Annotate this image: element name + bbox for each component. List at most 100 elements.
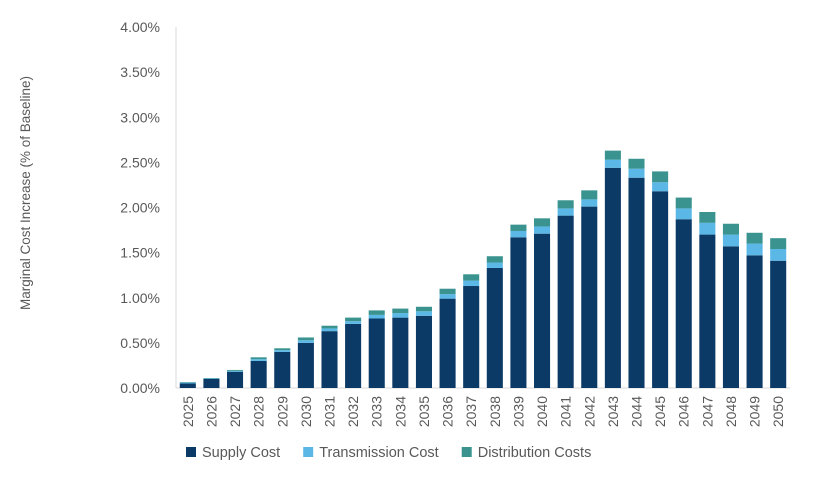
x-tick-label: 2050 [770,396,786,427]
bar-segment-supply-cost [203,379,219,388]
y-tick-label: 0.50% [120,335,160,351]
bar-segment-transmission-cost [676,208,692,219]
bar-segment-distribution-costs [321,326,337,329]
bar-segment-transmission-cost [274,350,290,352]
x-tick-label: 2025 [180,396,196,427]
x-tick-label: 2049 [747,396,763,427]
x-tick-label: 2042 [581,396,597,427]
bar-segment-supply-cost [274,352,290,388]
bar-segment-supply-cost [510,237,526,388]
bar-segment-transmission-cost [699,223,715,235]
x-tick-label: 2029 [274,396,290,427]
bar-segment-distribution-costs [416,307,432,312]
bar-segment-supply-cost [180,383,196,388]
x-tick-label: 2033 [369,396,385,427]
bar-segment-distribution-costs [676,198,692,209]
bar-segment-transmission-cost [558,208,574,215]
legend-swatch [186,447,196,457]
y-tick-label: 1.00% [120,290,160,306]
bar-segment-distribution-costs [699,212,715,223]
x-tick-label: 2045 [652,396,668,427]
x-tick-label: 2036 [440,396,456,427]
bar-segment-transmission-cost [628,169,644,178]
bar-segment-supply-cost [463,286,479,388]
legend-label: Transmission Cost [319,445,439,461]
bar-segment-transmission-cost [534,226,550,233]
bar-segment-distribution-costs [345,318,361,322]
bar-segment-transmission-cost [227,371,243,372]
x-tick-label: 2039 [510,396,526,427]
bar-segment-supply-cost [416,316,432,388]
x-tick-label: 2028 [251,396,267,427]
bar-segment-distribution-costs [440,289,456,294]
bar-segment-distribution-costs [723,224,739,235]
bar-segment-transmission-cost [487,263,503,268]
y-tick-label: 2.00% [120,200,160,216]
bar-segment-supply-cost [487,268,503,388]
bar-segment-distribution-costs [605,151,621,160]
legend: Supply Cost Transmission Cost Distribution… [186,445,591,461]
bar-segment-supply-cost [558,216,574,388]
bar-segment-transmission-cost [251,359,267,361]
bar-segment-supply-cost [298,343,314,388]
bar-segment-transmission-cost [321,328,337,331]
bar-segment-distribution-costs [770,238,786,249]
bar-segment-transmission-cost [652,182,668,191]
y-tick-label: 2.50% [120,154,160,170]
bar-segment-distribution-costs [392,309,408,314]
bar-segment-distribution-costs [369,310,385,315]
bar-segment-distribution-costs [274,348,290,350]
bar-segment-transmission-cost [723,235,739,247]
y-tick-label: 0.00% [120,380,160,396]
y-tick-label: 3.50% [120,64,160,80]
bar-segment-distribution-costs [747,233,763,244]
x-tick-label: 2040 [534,396,550,427]
bar-segment-transmission-cost [298,340,314,343]
y-tick-label: 3.00% [120,109,160,125]
bar-segment-supply-cost [321,331,337,388]
x-tick-label: 2037 [463,396,479,427]
bar-segment-transmission-cost [180,383,196,384]
bar-segment-transmission-cost [345,321,361,324]
bar-segment-supply-cost [392,318,408,388]
bar-segment-distribution-costs [251,357,267,359]
bar-segment-transmission-cost [605,160,621,168]
bar-segment-transmission-cost [369,315,385,319]
bar-segment-supply-cost [251,361,267,388]
bar-segment-supply-cost [676,219,692,388]
bar-segment-distribution-costs [227,370,243,371]
legend-swatch [462,447,472,457]
bar-segment-supply-cost [227,372,243,388]
bar-segment-transmission-cost [392,313,408,318]
bar-segment-supply-cost [605,168,621,388]
bar-segment-supply-cost [747,255,763,388]
bar-segment-distribution-costs [534,218,550,226]
x-tick-label: 2038 [487,396,503,427]
x-tick-label: 2041 [558,396,574,427]
bar-segment-supply-cost [770,261,786,388]
legend-swatch [303,447,313,457]
x-tick-label: 2048 [723,396,739,427]
legend-label: Distribution Costs [478,445,592,461]
y-tick-label: 4.00% [120,19,160,35]
x-tick-label: 2046 [676,396,692,427]
x-tick-label: 2035 [416,396,432,427]
x-tick-label: 2044 [629,396,645,427]
bar-segment-supply-cost [581,207,597,388]
bar-segment-supply-cost [628,178,644,388]
bar-segment-transmission-cost [747,244,763,256]
legend-label: Supply Cost [202,445,280,461]
bar-segment-transmission-cost [770,249,786,261]
x-tick-label: 2030 [298,396,314,427]
x-tick-label: 2031 [322,396,338,427]
bar-segment-supply-cost [345,324,361,388]
bar-segment-supply-cost [699,235,715,388]
bar-segment-distribution-costs [628,159,644,169]
bar-segment-distribution-costs [298,337,314,340]
bar-segment-distribution-costs [652,171,668,182]
x-tick-label: 2034 [392,396,408,427]
bar-segment-supply-cost [534,234,550,388]
bar-segment-distribution-costs [510,225,526,231]
bar-segment-supply-cost [652,191,668,388]
